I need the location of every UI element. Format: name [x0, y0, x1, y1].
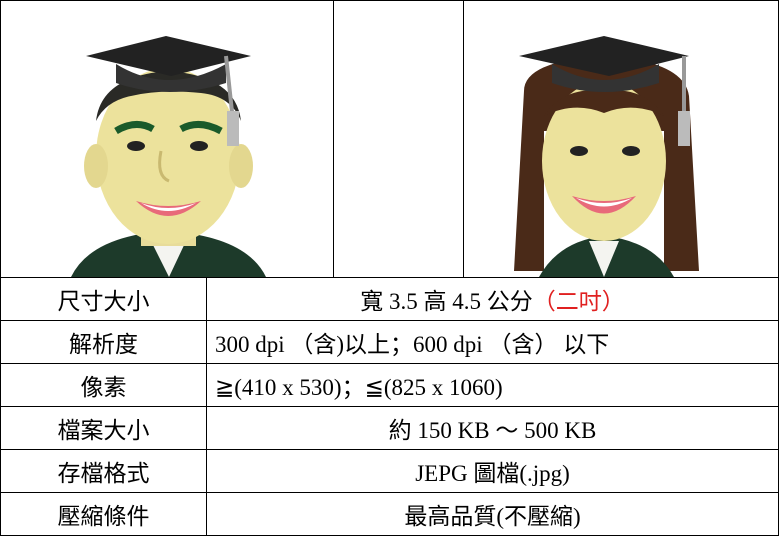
row-label: 壓縮條件 [0, 492, 207, 536]
table-row: 解析度 300 dpi （含)以上；600 dpi （含） 以下 [0, 320, 779, 364]
row-label: 像素 [0, 363, 207, 407]
spec-table: 尺寸大小寬 3.5 高 4.5 公分（二吋） 解析度 300 dpi （含)以上；6… [0, 277, 779, 536]
row-label: 檔案大小 [0, 406, 207, 450]
female-figure [514, 36, 699, 277]
table-row: 壓縮條件 最高品質(不壓縮) [0, 492, 779, 536]
row-label: 解析度 [0, 320, 207, 364]
empty-cell [334, 1, 464, 277]
value-text: 300 dpi （含)以上；600 dpi （含） 以下 [215, 332, 610, 357]
value-text: 寬 3.5 高 4.5 公分 [360, 289, 533, 314]
value-text: 最高品質(不壓縮) [404, 504, 581, 529]
row-value: 約 150 KB ～ 500 KB [206, 406, 779, 450]
row-label: 存檔格式 [0, 449, 207, 493]
row-value: 寬 3.5 高 4.5 公分（二吋） [206, 277, 779, 321]
row-value: 300 dpi （含)以上；600 dpi （含） 以下 [206, 320, 779, 364]
row-value: 最高品質(不壓縮) [206, 492, 779, 536]
table-row: 像素 ≧(410 x 530)；≦(825 x 1060) [0, 363, 779, 407]
value-text: ≧(410 x 530)；≦(825 x 1060) [215, 375, 503, 400]
value-text: 約 150 KB ～ 500 KB [388, 418, 597, 443]
row-label: 尺寸大小 [0, 277, 207, 321]
value-text: JEPG 圖檔(.jpg) [415, 461, 570, 486]
row-value: JEPG 圖檔(.jpg) [206, 449, 779, 493]
photo-cell [1, 1, 334, 277]
table-row: 存檔格式 JEPG 圖檔(.jpg) [0, 449, 779, 493]
table-row: 檔案大小 約 150 KB ～ 500 KB [0, 406, 779, 450]
photo-cell [464, 1, 778, 277]
male-figure [71, 36, 266, 277]
row-value: ≧(410 x 530)；≦(825 x 1060) [206, 363, 779, 407]
value-note: （二吋） [532, 289, 625, 314]
table-row: 尺寸大小寬 3.5 高 4.5 公分（二吋） [0, 277, 779, 321]
photo-row [0, 0, 779, 278]
